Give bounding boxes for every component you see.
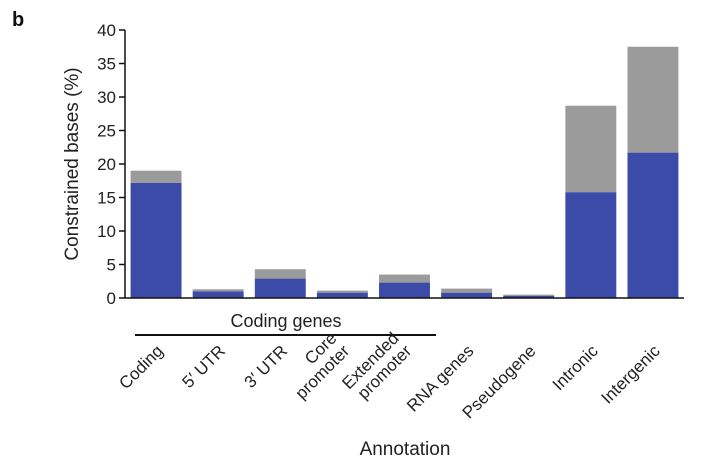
- x-category-label: 3′ UTR: [241, 341, 291, 391]
- bar-segment-upper: [565, 105, 617, 193]
- bar-segment-upper: [192, 289, 244, 292]
- y-tick-label: 20: [97, 155, 116, 174]
- y-axis: 0 5 10 15 20 25 30 35 40: [97, 21, 126, 308]
- bar-segment-upper: [627, 46, 679, 153]
- x-axis-title: Annotation: [360, 439, 451, 460]
- x-category-label: Intronic: [549, 341, 602, 394]
- y-tick-label: 30: [97, 88, 116, 107]
- y-tick-label: 10: [97, 222, 116, 241]
- bar-segment-lower: [254, 278, 306, 298]
- y-tick-label: 15: [97, 189, 116, 208]
- bar-segment-lower: [565, 192, 617, 298]
- y-tick-label: 40: [97, 21, 116, 40]
- y-tick-label: 25: [97, 122, 116, 141]
- x-category-label-line: Coding: [115, 341, 167, 393]
- bar-segment-upper: [316, 290, 368, 293]
- bar-segment-lower: [379, 282, 430, 298]
- x-category-label: Intergenic: [598, 341, 665, 408]
- y-tick-label: 35: [97, 55, 116, 74]
- bar-segment-lower: [441, 292, 493, 298]
- bar-segment-lower: [130, 182, 182, 298]
- y-tick-label: 5: [107, 256, 116, 275]
- bar-segment-lower: [316, 292, 368, 298]
- x-category-label-line: 3′ UTR: [241, 341, 291, 391]
- bar-segment-upper: [441, 288, 493, 293]
- bar-segment-lower: [503, 295, 555, 298]
- x-category-label-line: Intergenic: [598, 341, 665, 408]
- bar-segment-upper: [503, 294, 555, 296]
- x-category-label-line: Intronic: [549, 341, 602, 394]
- bar-segment-lower: [192, 291, 244, 298]
- bar-segment-upper: [254, 269, 306, 279]
- bars: [130, 46, 679, 298]
- bar-segment-upper: [379, 274, 430, 283]
- bar-segment-upper: [130, 170, 182, 183]
- x-category-label-line: 5′ UTR: [179, 341, 229, 391]
- x-category-label: Coding: [115, 341, 167, 393]
- panel-label: b: [12, 9, 24, 31]
- y-tick-label: 0: [107, 289, 116, 308]
- x-category-label: 5′ UTR: [179, 341, 229, 391]
- x-axis: Coding 5′ UTR 3′ UTR CorepromoterExtendedpr…: [115, 297, 684, 422]
- bar-segment-lower: [627, 152, 679, 298]
- y-axis-title: Constrained bases (%): [62, 67, 83, 260]
- group-label-coding-genes: Coding genes: [230, 311, 341, 331]
